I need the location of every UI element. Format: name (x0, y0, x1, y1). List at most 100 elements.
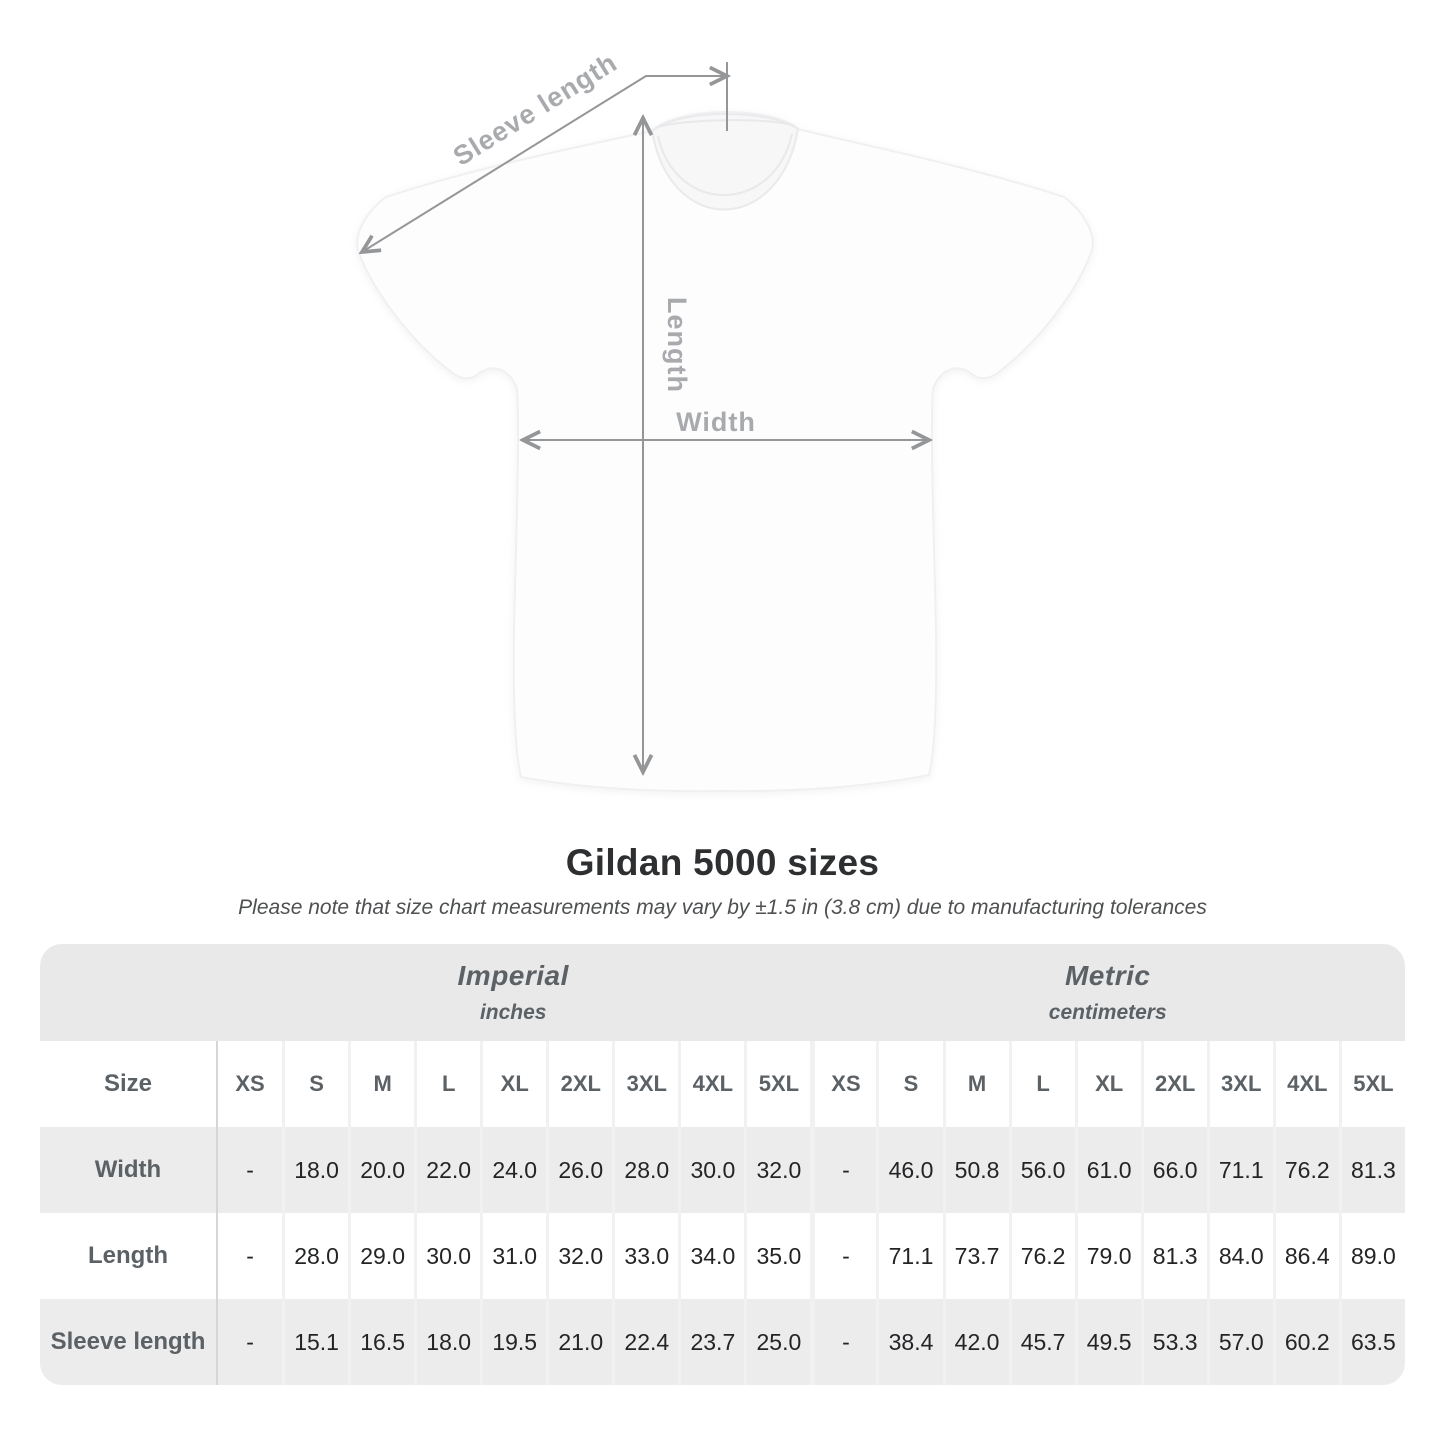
cell-length-metric-s: 71.1 (876, 1213, 943, 1299)
cell-length-imperial-xs: - (216, 1213, 283, 1299)
cell-length-metric-2xl: 81.3 (1140, 1213, 1207, 1299)
metric-title: Metric (1064, 960, 1151, 991)
cell-sleeve-length-metric-3xl: 57.0 (1206, 1299, 1273, 1385)
row-label-width: Width (40, 1127, 216, 1213)
cell-length-imperial-xl: 31.0 (480, 1213, 547, 1299)
cell-sleeve-length-imperial-xs: - (216, 1299, 283, 1385)
cell-width-metric-5xl: 81.3 (1338, 1127, 1405, 1213)
cell-width-imperial-xl: 24.0 (480, 1127, 547, 1213)
size-header-imperial-m: M (348, 1041, 415, 1127)
cell-length-imperial-5xl: 35.0 (744, 1213, 811, 1299)
cell-sleeve-length-metric-5xl: 63.5 (1338, 1299, 1405, 1385)
cell-length-imperial-2xl: 32.0 (546, 1213, 613, 1299)
length-label: Length (662, 297, 692, 393)
cell-width-imperial-s: 18.0 (282, 1127, 349, 1213)
cell-sleeve-length-imperial-5xl: 25.0 (744, 1299, 811, 1385)
sleeve-length-arrow (362, 76, 727, 252)
size-header-imperial-s: S (282, 1041, 349, 1127)
cell-sleeve-length-imperial-4xl: 23.7 (678, 1299, 745, 1385)
size-table-body: Width -18.0 20.0 22.0 24.0 26.0 28.0 30.0 32.0-4… (40, 1127, 1405, 1385)
cell-width-metric-3xl: 71.1 (1206, 1127, 1273, 1213)
cell-width-imperial-3xl: 28.0 (612, 1127, 679, 1213)
cell-length-metric-xs: - (810, 1213, 877, 1299)
page-title: Gildan 5000 sizes (565, 842, 880, 883)
cell-sleeve-length-metric-m: 42.0 (942, 1299, 1009, 1385)
cell-width-imperial-5xl: 32.0 (744, 1127, 811, 1213)
cell-length-metric-m: 73.7 (942, 1213, 1009, 1299)
tshirt-body (356, 110, 1094, 793)
size-header-imperial-3xl: 3XL (612, 1041, 679, 1127)
cell-sleeve-length-metric-xl: 49.5 (1074, 1299, 1141, 1385)
band-spacer (40, 944, 216, 1041)
cell-sleeve-length-metric-s: 38.4 (876, 1299, 943, 1385)
size-header-metric-3xl: 3XL (1206, 1041, 1273, 1127)
cell-sleeve-length-imperial-l: 18.0 (414, 1299, 481, 1385)
size-header-metric-xs: XS (810, 1041, 877, 1127)
cell-length-metric-xl: 79.0 (1074, 1213, 1141, 1299)
cell-width-imperial-l: 22.0 (414, 1127, 481, 1213)
cell-sleeve-length-metric-l: 45.7 (1008, 1299, 1075, 1385)
unit-section-row: Imperial inches Metric centimeters (40, 944, 1405, 1041)
cell-length-metric-5xl: 89.0 (1338, 1213, 1405, 1299)
size-header-imperial-xl: XL (480, 1041, 547, 1127)
cell-width-metric-xl: 61.0 (1074, 1127, 1141, 1213)
metric-section-header: Metric centimeters (810, 944, 1405, 1041)
cell-width-imperial-4xl: 30.0 (678, 1127, 745, 1213)
cell-sleeve-length-imperial-xl: 19.5 (480, 1299, 547, 1385)
cell-length-metric-3xl: 84.0 (1206, 1213, 1273, 1299)
cell-sleeve-length-imperial-3xl: 22.4 (612, 1299, 679, 1385)
cell-sleeve-length-imperial-m: 16.5 (348, 1299, 415, 1385)
measurement-row-width: Width -18.0 20.0 22.0 24.0 26.0 28.0 30.0 32.0-4… (40, 1127, 1405, 1213)
size-header-imperial-5xl: 5XL (744, 1041, 811, 1127)
row-label-sleeve-length: Sleeve length (40, 1299, 216, 1385)
tshirt-graphic (356, 110, 1094, 793)
size-header-metric-5xl: 5XL (1338, 1041, 1405, 1127)
cell-sleeve-length-imperial-s: 15.1 (282, 1299, 349, 1385)
row-label-length: Length (40, 1213, 216, 1299)
cell-length-imperial-4xl: 34.0 (678, 1213, 745, 1299)
cell-width-metric-l: 56.0 (1008, 1127, 1075, 1213)
measurement-row-length: Length -28.0 29.0 30.0 31.0 32.0 33.0 34.0 35.0-… (40, 1213, 1405, 1299)
imperial-section-header: Imperial inches (216, 944, 811, 1041)
measurement-row-sleeve-length: Sleeve length -15.1 16.5 18.0 19.5 21.0 22.4 23… (40, 1299, 1405, 1385)
size-header-metric-m: M (942, 1041, 1009, 1127)
cell-width-metric-4xl: 76.2 (1272, 1127, 1339, 1213)
cell-length-imperial-l: 30.0 (414, 1213, 481, 1299)
size-header-metric-xl: XL (1074, 1041, 1141, 1127)
size-column-header: Size (40, 1041, 216, 1127)
cell-length-metric-4xl: 86.4 (1272, 1213, 1339, 1299)
tshirt-measurement-diagram: Sleeve length Length Width (356, 47, 1094, 793)
size-header-row: Size XS S M L XL 2XL 3XL 4XL 5XL XS S M L XL 2XL 3XL 4XL… (40, 1041, 1405, 1127)
imperial-title: Imperial (457, 960, 569, 991)
size-header-metric-s: S (876, 1041, 943, 1127)
cell-width-metric-2xl: 66.0 (1140, 1127, 1207, 1213)
cell-width-metric-xs: - (810, 1127, 877, 1213)
cell-width-imperial-2xl: 26.0 (546, 1127, 613, 1213)
cell-length-imperial-s: 28.0 (282, 1213, 349, 1299)
cell-sleeve-length-imperial-2xl: 21.0 (546, 1299, 613, 1385)
cell-length-imperial-m: 29.0 (348, 1213, 415, 1299)
cell-width-imperial-m: 20.0 (348, 1127, 415, 1213)
size-header-imperial-l: L (414, 1041, 481, 1127)
width-dimension: Width (523, 407, 929, 440)
size-header-metric-l: L (1008, 1041, 1075, 1127)
tshirt-diagram-svg: Sleeve length Length Width (356, 47, 1094, 793)
size-header-metric-4xl: 4XL (1272, 1041, 1339, 1127)
size-header-imperial-2xl: 2XL (546, 1041, 613, 1127)
size-header-imperial-xs: XS (216, 1041, 283, 1127)
cell-width-imperial-xs: - (216, 1127, 283, 1213)
imperial-unit: inches (479, 1001, 547, 1024)
size-table: Imperial inches Metric centimeters Size … (40, 944, 1405, 1385)
cell-width-metric-s: 46.0 (876, 1127, 943, 1213)
size-header-imperial-4xl: 4XL (678, 1041, 745, 1127)
metric-unit: centimeters (1048, 1001, 1167, 1024)
cell-width-metric-m: 50.8 (942, 1127, 1009, 1213)
cell-sleeve-length-metric-xs: - (810, 1299, 877, 1385)
cell-length-imperial-3xl: 33.0 (612, 1213, 679, 1299)
cell-sleeve-length-metric-4xl: 60.2 (1272, 1299, 1339, 1385)
size-header-metric-2xl: 2XL (1140, 1041, 1207, 1127)
width-label: Width (676, 407, 756, 437)
cell-length-metric-l: 76.2 (1008, 1213, 1075, 1299)
tolerance-note: Please note that size chart measurements… (238, 896, 1207, 919)
cell-sleeve-length-metric-2xl: 53.3 (1140, 1299, 1207, 1385)
